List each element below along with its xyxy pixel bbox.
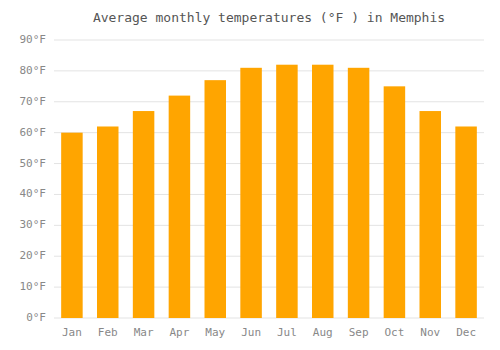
grid-line	[54, 70, 484, 71]
x-tick-label: Feb	[98, 326, 118, 339]
bar	[348, 68, 370, 318]
bar	[97, 126, 119, 318]
grid-line	[54, 101, 484, 102]
chart: Average monthly temperatures (°F ) in Me…	[0, 0, 500, 350]
grid-line	[54, 40, 484, 41]
x-tick-label: Sep	[349, 326, 369, 339]
bar	[455, 126, 477, 318]
x-tick-label: Apr	[169, 326, 189, 339]
x-tick-label: May	[205, 326, 225, 339]
title: Average monthly temperatures (°F ) in Me…	[93, 10, 445, 25]
bar	[61, 133, 83, 318]
y-tick-label: 10°F	[20, 280, 47, 293]
bar	[169, 96, 191, 318]
bar	[205, 80, 227, 318]
bar	[133, 111, 155, 318]
x-tick-label: Jul	[277, 326, 297, 339]
bars	[61, 65, 477, 318]
y-tick-label: 20°F	[20, 249, 47, 262]
y-tick-label: 30°F	[20, 218, 47, 231]
x-tick-label: Dec	[456, 326, 476, 339]
y-tick-label: 90°F	[20, 33, 47, 46]
x-tick-label: Aug	[313, 326, 333, 339]
y-tick-label: 0°F	[26, 311, 46, 324]
bar	[312, 65, 334, 318]
bar	[420, 111, 442, 318]
y-axis: 0°F 10°F 20°F 30°F 40°F 50°F 60°F 70°F 80°F 90°F	[20, 33, 47, 324]
x-tick-label: Oct	[384, 326, 404, 339]
y-tick-label: 70°F	[20, 95, 47, 108]
y-tick-label: 40°F	[20, 187, 47, 200]
bar	[276, 65, 298, 318]
x-axis: Jan Feb Mar Apr May Jun Jul Aug Sep Oct Nov Dec	[62, 326, 476, 339]
bar	[240, 68, 261, 318]
x-tick-label: Jun	[241, 326, 261, 339]
y-tick-label: 50°F	[20, 157, 47, 170]
y-tick-label: 80°F	[20, 64, 47, 77]
grid	[54, 40, 484, 318]
y-tick-label: 60°F	[20, 126, 47, 139]
x-tick-label: Mar	[134, 326, 154, 339]
x-tick-label: Nov	[420, 326, 440, 339]
bar	[384, 86, 406, 318]
x-tick-label: Jan	[62, 326, 82, 339]
